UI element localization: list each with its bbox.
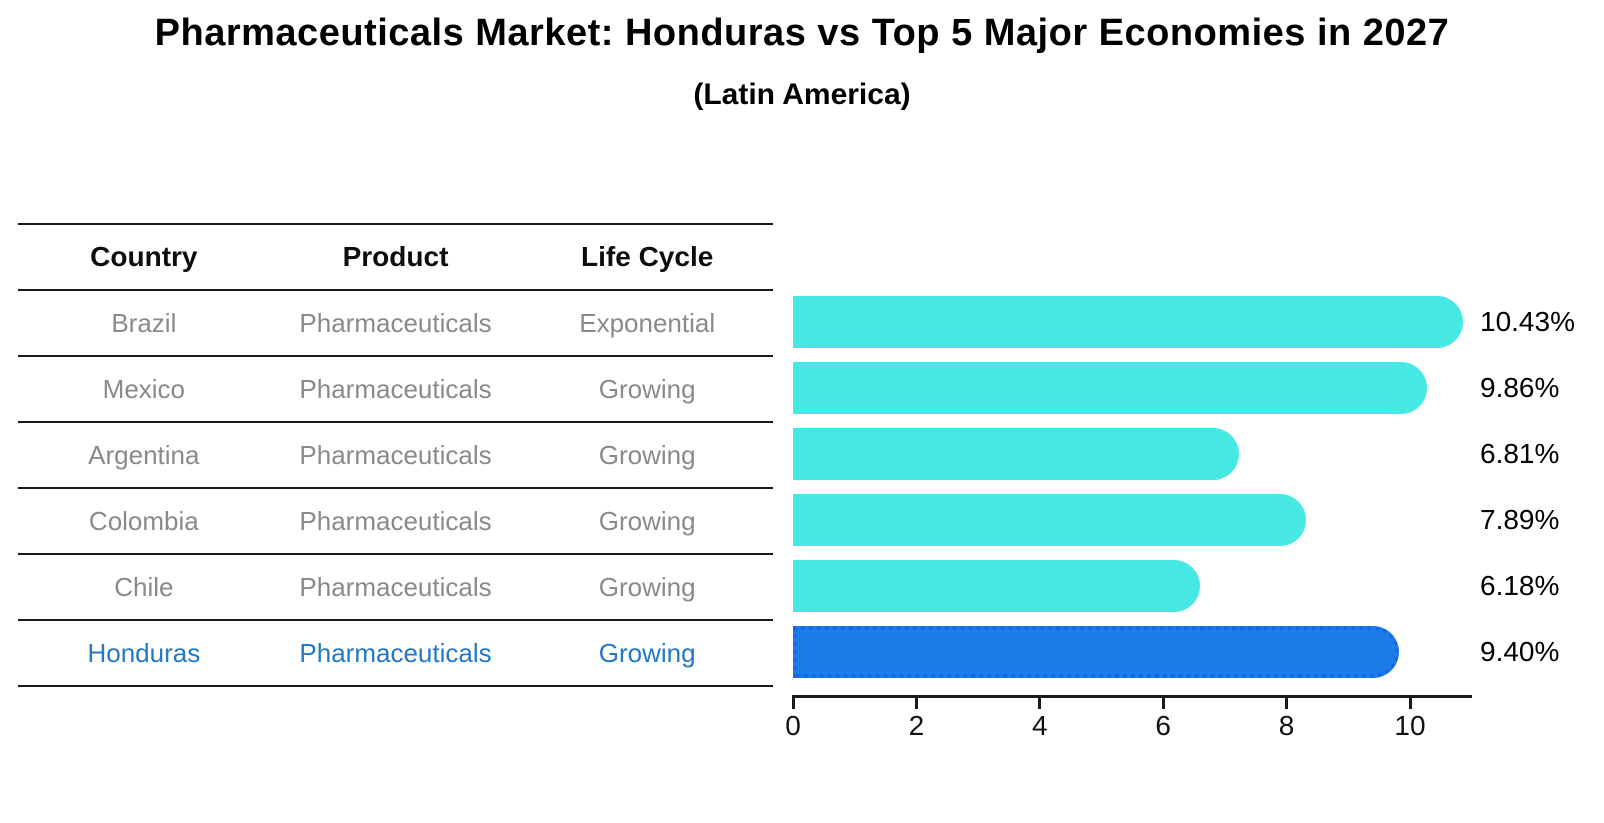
bar <box>793 362 1427 414</box>
chart-subtitle: (Latin America) <box>693 78 911 111</box>
bar <box>793 296 1463 348</box>
table-cell-country: Chile <box>114 571 174 602</box>
table-cell-product: Pharmaceuticals <box>299 307 492 338</box>
x-axis-tick <box>791 698 795 709</box>
table-cell-product: Pharmaceuticals <box>299 439 492 470</box>
table-header-lifecycle: Life Cycle <box>581 241 714 272</box>
country-table: Country Product Life Cycle Brazil Pharmac… <box>18 223 773 687</box>
x-axis-tick <box>1285 698 1289 709</box>
table-cell-product: Pharmaceuticals <box>299 373 492 404</box>
bar <box>793 494 1306 546</box>
table-cell-country: Mexico <box>102 373 186 404</box>
table-row: Mexico Pharmaceuticals Growing <box>18 355 773 421</box>
table-header-country: Country <box>90 241 198 272</box>
table-cell-country: Argentina <box>88 439 200 470</box>
bar-value-label: 10.43% <box>1480 306 1575 337</box>
x-axis-tick <box>1038 698 1042 709</box>
table-cell-life-cycle: Exponential <box>579 307 716 338</box>
table-cell-life-cycle: Growing <box>598 637 696 668</box>
bar <box>793 428 1239 480</box>
x-axis-tick <box>914 698 918 709</box>
table-row: Honduras Pharmaceuticals Growing <box>18 619 773 685</box>
bar-value-label: 7.89% <box>1480 504 1560 535</box>
x-axis-line <box>792 695 1472 698</box>
table-header-row: Country Product Life Cycle <box>18 223 773 289</box>
x-axis-tick-label: 8 <box>1278 710 1295 741</box>
bar <box>793 560 1200 612</box>
x-axis-tick-label: 6 <box>1155 710 1171 741</box>
table-cell-country: Colombia <box>88 505 199 536</box>
x-axis-tick <box>1161 698 1165 709</box>
table-row: Colombia Pharmaceuticals Growing <box>18 487 773 553</box>
table-cell-country: Brazil <box>111 307 177 338</box>
table-header-product: Product <box>342 241 449 272</box>
table-row: Chile Pharmaceuticals Growing <box>18 553 773 619</box>
x-axis-tick-label: 4 <box>1032 710 1048 741</box>
bar-value-label: 6.18% <box>1480 570 1560 601</box>
table-row: Brazil Pharmaceuticals Exponential <box>18 289 773 355</box>
bar-value-label: 6.81% <box>1480 438 1560 469</box>
table-cell-product: Pharmaceuticals <box>299 637 492 668</box>
x-axis-tick-label: 10 <box>1394 710 1426 741</box>
table-cell-product: Pharmaceuticals <box>299 505 492 536</box>
chart-title: Pharmaceuticals Market: Honduras vs Top … <box>154 12 1450 54</box>
table-cell-product: Pharmaceuticals <box>299 571 492 602</box>
table-cell-country: Honduras <box>87 637 201 668</box>
table-cell-life-cycle: Growing <box>598 571 696 602</box>
bar-value-label: 9.40% <box>1480 636 1560 667</box>
table-cell-life-cycle: Growing <box>598 505 696 536</box>
table-row: Argentina Pharmaceuticals Growing <box>18 421 773 487</box>
x-axis-tick-label: 0 <box>785 710 801 741</box>
x-axis-tick-label: 2 <box>908 710 925 741</box>
table-cell-life-cycle: Growing <box>598 439 696 470</box>
bar-value-label: 9.86% <box>1480 372 1560 403</box>
x-axis-tick <box>1408 698 1412 709</box>
table-cell-life-cycle: Growing <box>598 373 696 404</box>
bar-highlight <box>793 626 1399 678</box>
